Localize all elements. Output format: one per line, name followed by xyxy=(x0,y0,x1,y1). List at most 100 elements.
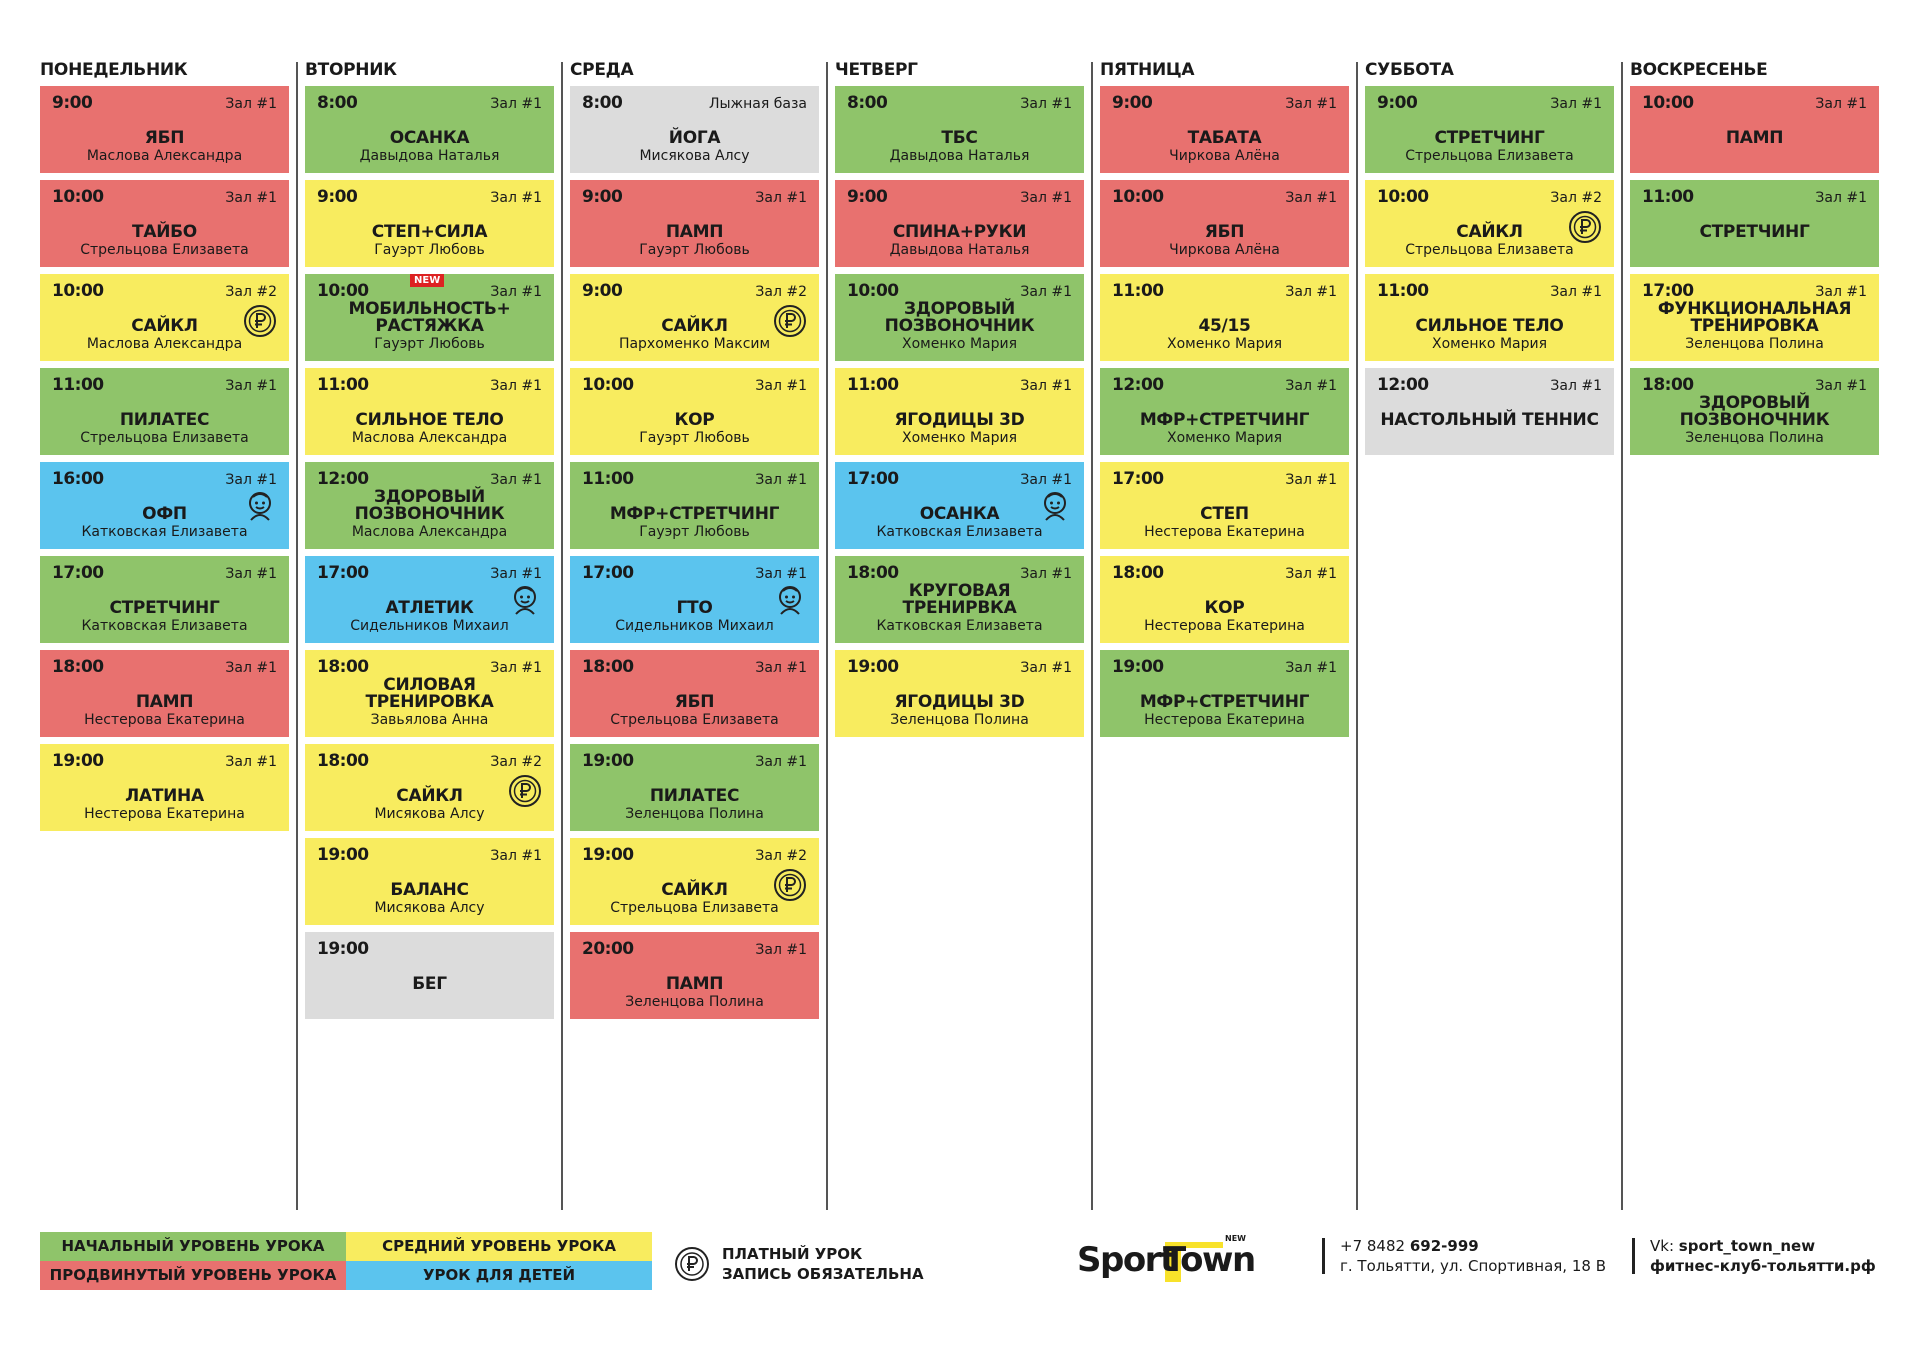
class-card: 17:00 Зал #1 ОСАНКА Катковская Елизавета xyxy=(835,462,1084,549)
class-title: СТЕП+СИЛА xyxy=(371,222,488,242)
class-trainer: Нестерова Екатерина xyxy=(1144,524,1305,540)
class-hall: Зал #1 xyxy=(490,848,542,864)
class-title: ЯБП xyxy=(144,128,185,148)
class-title: ПАМП xyxy=(665,974,724,994)
social: Vk: sport_town_new фитнес-клуб-тольятти.… xyxy=(1650,1236,1876,1276)
class-hall: Зал #1 xyxy=(1815,96,1867,112)
class-time: 12:00 xyxy=(317,469,369,489)
class-trainer: Стрельцова Елизавета xyxy=(1405,242,1574,258)
class-title: БАЛАНС xyxy=(390,880,469,900)
day-name: СРЕДА xyxy=(570,60,634,80)
class-hall: Зал #1 xyxy=(225,378,277,394)
class-trainer: Мисякова Алсу xyxy=(374,900,485,916)
class-trainer: Гауэрт Любовь xyxy=(374,242,485,258)
paid-icon xyxy=(774,869,806,901)
class-hall: Лыжная база xyxy=(708,96,807,112)
class-hall: Зал #1 xyxy=(490,284,542,300)
paid-icon xyxy=(774,305,806,337)
class-hall: Зал #1 xyxy=(1550,378,1602,394)
class-hall: Зал #1 xyxy=(1285,96,1337,112)
phone: +7 8482 692-999 xyxy=(1340,1236,1606,1256)
class-card: 8:00 Зал #1 ТБС Давыдова Наталья xyxy=(835,86,1084,173)
class-time: 19:00 xyxy=(317,845,369,865)
class-hall: Зал #2 xyxy=(755,848,807,864)
class-time: 10:00 xyxy=(52,281,104,301)
class-time: 8:00 xyxy=(847,93,888,113)
class-time: 17:00 xyxy=(1112,469,1164,489)
class-title: СТРЕТЧИНГ xyxy=(109,598,220,618)
class-hall: Зал #1 xyxy=(490,96,542,112)
class-trainer: Зеленцова Полина xyxy=(625,806,764,822)
class-title: СИЛОВАЯ ТРЕНИРОВКА xyxy=(365,675,494,712)
class-card: 11:00 Зал #1 ЯГОДИЦЫ 3D Хоменко Мария xyxy=(835,368,1084,455)
class-hall: Зал #1 xyxy=(490,472,542,488)
class-hall: Зал #1 xyxy=(755,660,807,676)
site: фитнес-клуб-тольятти.рф xyxy=(1650,1257,1876,1275)
class-title: 45/15 xyxy=(1198,316,1251,336)
class-trainer: Катковская Елизавета xyxy=(81,618,248,634)
class-card: 10:00 Зал #1 ТАЙБО Стрельцова Елизавета xyxy=(40,180,289,267)
class-trainer: Гауэрт Любовь xyxy=(639,430,750,446)
class-title: ТАЙБО xyxy=(132,222,197,242)
legend-item: ПРОДВИНУТЫЙ УРОВЕНЬ УРОКА xyxy=(40,1261,346,1290)
class-card: 9:00 Зал #1 ПАМП Гауэрт Любовь xyxy=(570,180,819,267)
class-title: АТЛЕТИК xyxy=(385,598,474,618)
class-trainer: Гауэрт Любовь xyxy=(639,242,750,258)
paid-icon xyxy=(1569,211,1601,243)
class-trainer: Хоменко Мария xyxy=(1166,430,1283,446)
class-time: 18:00 xyxy=(317,657,369,677)
class-hall: Зал #1 xyxy=(1285,378,1337,394)
class-hall: Зал #1 xyxy=(755,378,807,394)
class-trainer: Хоменко Мария xyxy=(901,430,1018,446)
class-trainer: Маслова Александра xyxy=(351,524,508,540)
class-time: 19:00 xyxy=(52,751,104,771)
class-time: 18:00 xyxy=(1112,563,1164,583)
class-hall: Зал #1 xyxy=(225,472,277,488)
day-name: ЧЕТВЕРГ xyxy=(835,60,918,80)
class-title: ЗДОРОВЫЙ ПОЗВОНОЧНИК xyxy=(884,299,1035,336)
class-card: 12:00 Зал #1 ЗДОРОВЫЙ ПОЗВОНОЧНИК Маслова А… xyxy=(305,462,554,549)
class-time: 12:00 xyxy=(1377,375,1429,395)
column-separator xyxy=(1091,62,1093,1210)
class-title: МФР+СТРЕТЧИНГ xyxy=(609,504,780,524)
divider xyxy=(1632,1238,1635,1274)
class-hall: Зал #1 xyxy=(1020,284,1072,300)
class-hall: Зал #1 xyxy=(755,754,807,770)
class-time: 8:00 xyxy=(317,93,358,113)
class-time: 17:00 xyxy=(582,563,634,583)
class-card: 10:00 Зал #2 САЙКЛ Стрельцова Елизавета xyxy=(1365,180,1614,267)
logo-accent xyxy=(1165,1242,1223,1248)
class-hall: Зал #1 xyxy=(1285,284,1337,300)
class-card: 9:00 Зал #1 ТАБАТА Чиркова Алёна xyxy=(1100,86,1349,173)
class-trainer: Хоменко Мария xyxy=(1166,336,1283,352)
logo: Sport Town NEW xyxy=(1077,1234,1267,1282)
class-trainer: Нестерова Екатерина xyxy=(1144,618,1305,634)
class-time: 20:00 xyxy=(582,939,634,959)
class-hall: Зал #1 xyxy=(755,942,807,958)
day-name: ПОНЕДЕЛЬНИК xyxy=(40,60,188,80)
class-title: ОСАНКА xyxy=(389,128,470,148)
class-card: 18:00 Зал #1 КРУГОВАЯ ТРЕНИРВКА Катковская … xyxy=(835,556,1084,643)
class-hall: Зал #1 xyxy=(1020,96,1072,112)
class-time: 11:00 xyxy=(52,375,104,395)
class-title: ГТО xyxy=(676,598,713,618)
vk-label: Vk: xyxy=(1650,1237,1675,1255)
class-card: 17:00 Зал #1 ФУНКЦИОНАЛЬНАЯ ТРЕНИРОВКА Зеле… xyxy=(1630,274,1879,361)
class-time: 18:00 xyxy=(1642,375,1694,395)
class-trainer: Зеленцова Полина xyxy=(1685,430,1824,446)
class-trainer: Нестерова Екатерина xyxy=(84,806,245,822)
class-title: ЛАТИНА xyxy=(125,786,204,806)
class-title: ОФП xyxy=(142,504,187,524)
class-time: 11:00 xyxy=(1377,281,1429,301)
class-card: 11:00 Зал #1 45/15 Хоменко Мария xyxy=(1100,274,1349,361)
class-title: КРУГОВАЯ ТРЕНИРВКА xyxy=(902,581,1017,618)
class-card: 11:00 Зал #1 СТРЕТЧИНГ xyxy=(1630,180,1879,267)
class-card: 8:00 Лыжная база ЙОГА Мисякова Алсу xyxy=(570,86,819,173)
class-time: 9:00 xyxy=(1377,93,1418,113)
class-title: СТРЕТЧИНГ xyxy=(1699,222,1810,242)
class-card: 18:00 Зал #1 СИЛОВАЯ ТРЕНИРОВКА Завьялова А… xyxy=(305,650,554,737)
class-card: 19:00 Зал #1 ЛАТИНА Нестерова Екатерина xyxy=(40,744,289,831)
class-time: 17:00 xyxy=(1642,281,1694,301)
class-title: ЗДОРОВЫЙ ПОЗВОНОЧНИК xyxy=(1679,393,1830,430)
kids-icon xyxy=(514,586,536,615)
